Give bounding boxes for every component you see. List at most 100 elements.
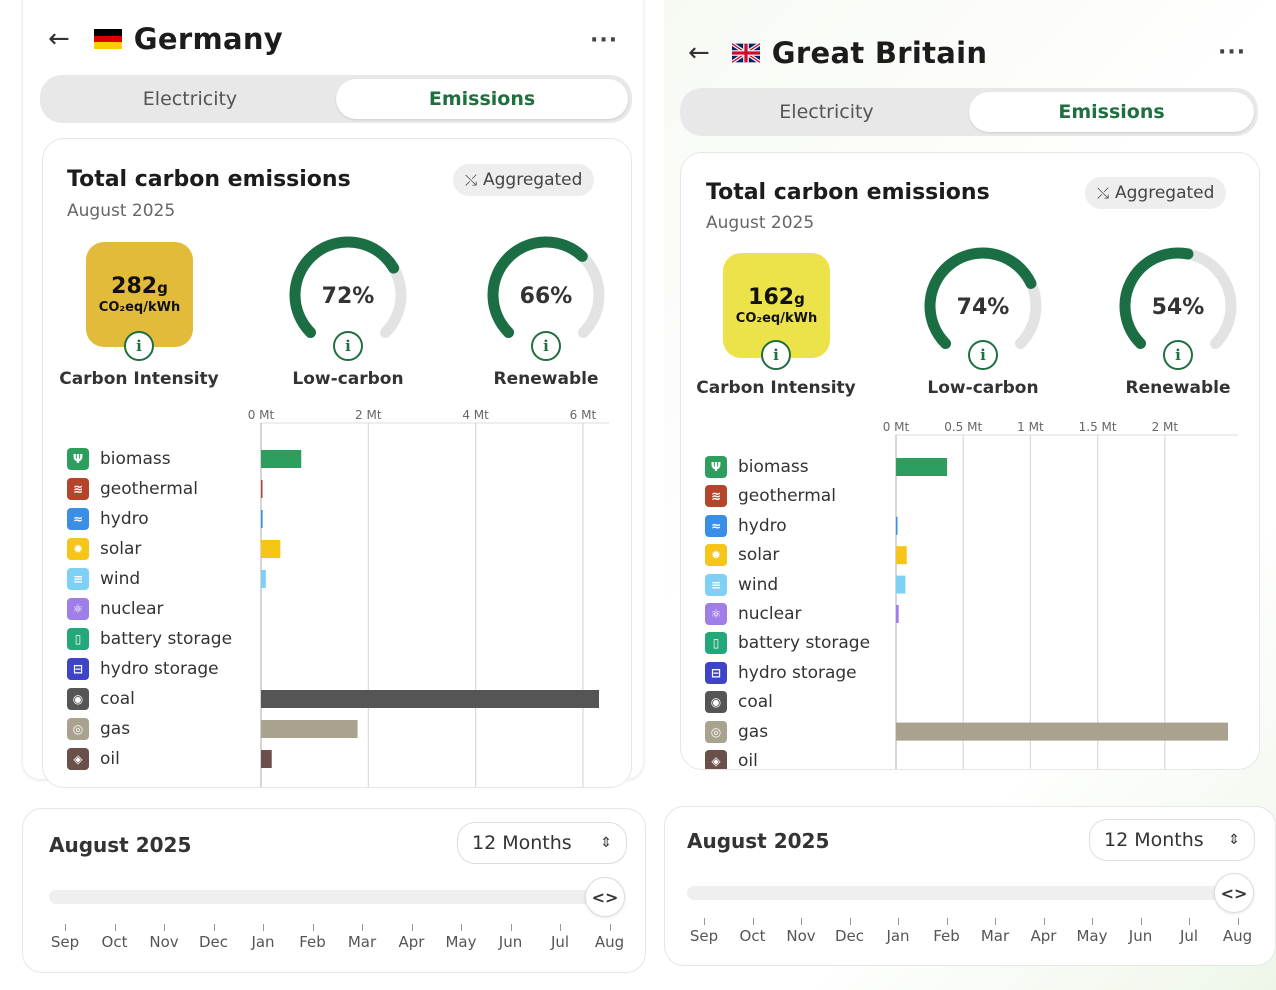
timeline-month-apr[interactable]: Apr	[1030, 927, 1057, 945]
chevron-up-down-icon: ⇕	[1228, 832, 1240, 848]
legend-item-wind: ≡ wind	[67, 568, 140, 590]
legend-label: biomass	[100, 449, 171, 469]
tab-emissions[interactable]: Emissions	[336, 79, 628, 119]
timeline-month-feb[interactable]: Feb	[299, 933, 326, 951]
bar-nuclear[interactable]	[896, 605, 899, 623]
tab-electricity[interactable]: Electricity	[779, 101, 874, 123]
range-select[interactable]: 12 Months ⇕	[457, 822, 627, 864]
back-arrow-icon[interactable]: ←	[48, 24, 70, 54]
legend-item-geothermal: ≋ geothermal	[705, 485, 836, 508]
timeline-month-aug[interactable]: Aug	[594, 933, 625, 951]
bar-geothermal[interactable]	[261, 480, 263, 498]
bar-biomass[interactable]	[896, 458, 948, 476]
timeline-month-oct[interactable]: Oct	[101, 933, 128, 951]
card-subtitle: August 2025	[706, 213, 815, 233]
bar-solar[interactable]	[896, 546, 907, 565]
emissions-card: Total carbon emissions August 2025 ⤯ Agg…	[42, 138, 632, 788]
bar-gas[interactable]	[261, 720, 358, 738]
timeline-month-sep[interactable]: Sep	[689, 927, 719, 945]
legend-item-coal: ◉ coal	[705, 691, 773, 714]
bar-hydro[interactable]	[261, 510, 263, 528]
legend-label: solar	[738, 545, 780, 566]
timeline-month-jun[interactable]: Jun	[498, 933, 523, 951]
timeline-month-jul[interactable]: Jul	[550, 933, 570, 951]
legend-label: wind	[100, 569, 141, 589]
x-tick-label: 2 Mt	[355, 409, 382, 422]
info-icon[interactable]: i	[968, 340, 998, 370]
bar-hydro[interactable]	[896, 516, 898, 535]
legend-label: oil	[100, 749, 120, 769]
range-value: 12 Months	[1104, 829, 1204, 851]
timeline-month-jul[interactable]: Jul	[1179, 927, 1199, 945]
timeline-tick	[1237, 918, 1239, 925]
chevron-up-down-icon: ⇕	[600, 835, 612, 851]
timeline-month-jan[interactable]: Jan	[886, 927, 910, 945]
timeline-month-mar[interactable]: Mar	[347, 933, 377, 951]
low-carbon-gauge: 72%	[289, 236, 407, 338]
gauge-value: 72%	[322, 284, 375, 309]
legend-label: geothermal	[738, 486, 836, 507]
timeline-month-sep[interactable]: Sep	[50, 933, 80, 951]
legend-item-hydro: ≈ hydro	[67, 508, 149, 530]
renewable-gauge: 54%	[1119, 247, 1237, 349]
x-tick-label: 0.5 Mt	[944, 421, 982, 434]
timeline-month-dec[interactable]: Dec	[198, 933, 229, 951]
legend-label: nuclear	[100, 599, 164, 619]
timeline-month-may[interactable]: May	[445, 933, 477, 951]
timeline-month-oct[interactable]: Oct	[739, 927, 766, 945]
aggregated-button[interactable]: ⤯ Aggregated	[453, 164, 595, 196]
timeline-month-mar[interactable]: Mar	[980, 927, 1010, 945]
carbon-intensity-value: 282g	[111, 274, 168, 299]
timeline-tick	[164, 924, 165, 931]
carbon-intensity-box: 282g CO₂eq/kWh	[86, 242, 193, 347]
legend-item-solar: ✹ solar	[705, 544, 780, 567]
timeline-month-jun[interactable]: Jun	[1128, 927, 1153, 945]
bar-gas[interactable]	[896, 722, 1228, 741]
bar-wind[interactable]	[896, 575, 906, 594]
bar-solar[interactable]	[261, 540, 281, 558]
low-carbon-gauge: 74%	[924, 247, 1042, 349]
timeline-handle-icon[interactable]: <>	[585, 877, 625, 917]
legend-label: oil	[738, 751, 758, 770]
back-arrow-icon[interactable]: ←	[688, 38, 710, 68]
aggregated-button[interactable]: ⤯ Aggregated	[1085, 177, 1227, 209]
aggregated-label: Aggregated	[1115, 183, 1215, 203]
info-icon[interactable]: i	[761, 340, 791, 370]
timeline-tick	[752, 918, 754, 925]
emissions-bar-chart: 0 Mt 2 Mt 4 Mt 6 Mt	[248, 409, 609, 787]
timeline-month-nov[interactable]: Nov	[786, 927, 816, 945]
timeline-month-aug[interactable]: Aug	[1222, 927, 1253, 945]
bar-coal[interactable]	[261, 690, 599, 708]
timeline-month-jan[interactable]: Jan	[251, 933, 275, 951]
timeline-month-apr[interactable]: Apr	[398, 933, 425, 951]
range-select[interactable]: 12 Months ⇕	[1089, 819, 1255, 861]
tab-bar: Electricity Emissions	[40, 75, 632, 123]
timeline-month-feb[interactable]: Feb	[933, 927, 960, 945]
wind-icon: ≡	[705, 573, 727, 596]
bar-oil[interactable]	[261, 750, 272, 768]
x-tick-label: 0 Mt	[883, 421, 910, 434]
timeline-track[interactable]	[49, 890, 609, 904]
timeline-month-dec[interactable]: Dec	[834, 927, 865, 945]
bar-wind[interactable]	[261, 570, 266, 588]
timeline-title: August 2025	[687, 829, 830, 853]
legend-label: battery storage	[738, 633, 871, 654]
timeline-month-may[interactable]: May	[1076, 927, 1108, 945]
timeline-month-nov[interactable]: Nov	[149, 933, 179, 951]
timeline-track[interactable]	[687, 886, 1237, 900]
tab-emissions[interactable]: Emissions	[969, 92, 1254, 132]
legend-item-oil: ◈ oil	[67, 748, 120, 770]
nuclear-icon: ⚛	[705, 603, 727, 625]
more-options-icon[interactable]: ···	[590, 28, 619, 53]
tab-electricity[interactable]: Electricity	[142, 88, 238, 110]
legend-label: wind	[738, 574, 779, 595]
timeline-tick	[898, 918, 899, 925]
timeline-handle-icon[interactable]: <>	[1214, 873, 1254, 913]
bar-biomass[interactable]	[261, 450, 302, 468]
info-icon[interactable]: i	[124, 331, 154, 361]
info-icon[interactable]: i	[1163, 340, 1193, 370]
more-options-icon[interactable]: ···	[1218, 40, 1247, 65]
info-icon[interactable]: i	[333, 331, 363, 361]
info-icon[interactable]: i	[531, 331, 561, 361]
coal-icon: ◉	[67, 688, 89, 710]
